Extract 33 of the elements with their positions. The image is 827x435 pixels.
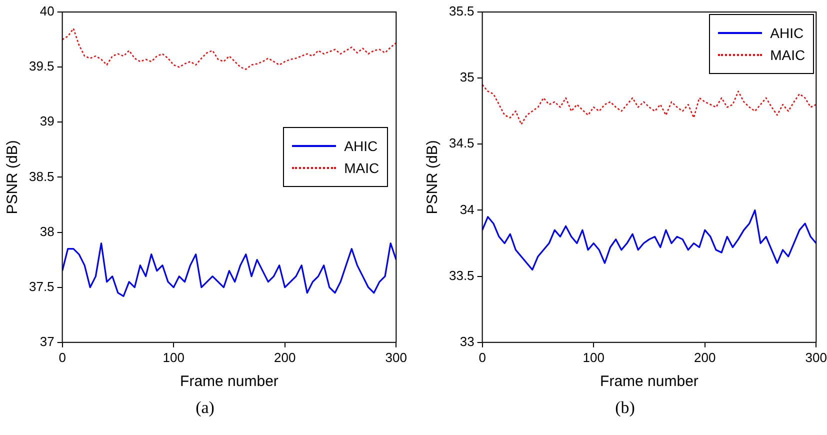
legend-label: AHIC <box>770 25 804 41</box>
x-tick-label: 100 <box>162 350 184 365</box>
y-axis-title: PSNR (dB) <box>424 140 442 214</box>
x-tick-label: 0 <box>478 350 486 365</box>
y-tick-label: 38.5 <box>28 168 54 184</box>
x-tick-label: 200 <box>274 350 296 365</box>
y-tick-label: 35.5 <box>448 4 474 19</box>
y-tick-label: 34 <box>460 202 474 217</box>
y-tick-label: 33 <box>460 334 474 349</box>
line-series <box>482 84 816 125</box>
y-tick-label: 35 <box>460 70 474 85</box>
text: (b) <box>614 398 636 418</box>
x-tick-label: 0 <box>58 350 66 365</box>
text: (a) <box>194 398 216 418</box>
legend-label: MAIC <box>770 47 806 63</box>
y-tick-label: 38 <box>40 224 54 239</box>
y-tick-label: 34.5 <box>448 136 474 151</box>
y-axis-title: PSNR (dB) <box>4 140 22 214</box>
y-tick-label: 37 <box>40 334 54 349</box>
x-tick-label: 300 <box>805 350 827 365</box>
y-tick-label: 37.5 <box>28 278 54 294</box>
x-tick-label: 300 <box>385 350 408 365</box>
legend-label: MAIC <box>344 160 380 176</box>
legend-label: AHIC <box>344 138 378 154</box>
y-tick-label: 39 <box>40 114 54 129</box>
x-tick-label: 100 <box>582 350 604 365</box>
x-axis-title: Frame number <box>600 373 698 390</box>
y-tick-label: 40 <box>40 4 54 19</box>
x-tick-label: 200 <box>694 350 716 365</box>
x-axis-title: Frame number <box>180 373 278 390</box>
y-tick-label: 33.5 <box>448 268 474 283</box>
line-series <box>62 28 396 70</box>
y-tick-label: 39.5 <box>28 58 54 74</box>
